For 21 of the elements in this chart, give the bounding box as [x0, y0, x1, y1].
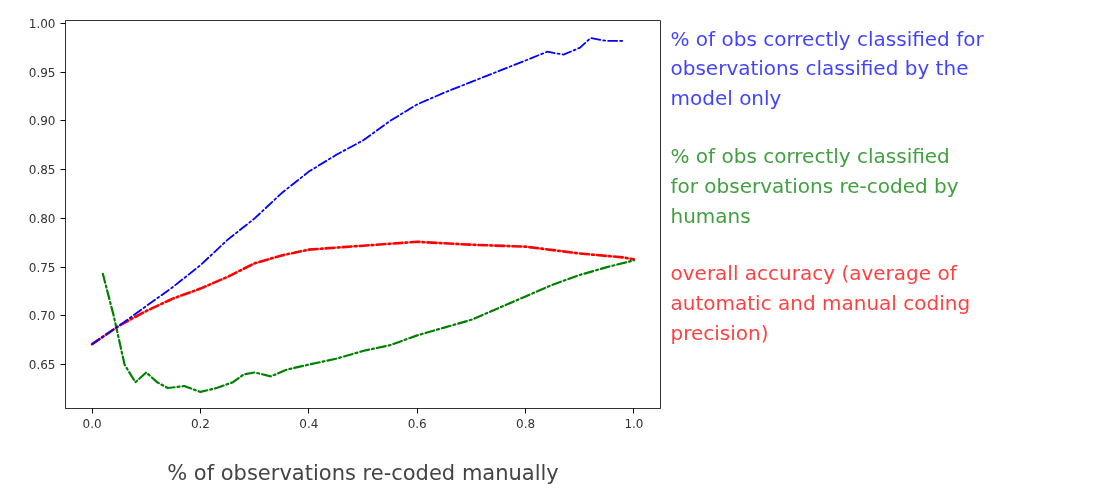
x-tick-label: 0.8 — [516, 416, 536, 431]
y-tick-label: 0.70 — [28, 309, 56, 324]
x-tick-label: 0.4 — [299, 416, 319, 431]
y-tick-label: 0.75 — [28, 260, 56, 275]
y-tick-label: 1.00 — [28, 16, 56, 31]
x-axis-title: % of observations re-coded manually — [167, 460, 559, 485]
line-series — [90, 240, 636, 346]
line-series — [91, 37, 625, 346]
line-series — [101, 259, 636, 394]
y-tick-label: 0.95 — [28, 65, 56, 80]
x-tick-label: 0.2 — [190, 416, 210, 431]
text: % of obs correctly classified for observations re-coded by humans — [670, 144, 959, 228]
x-tick-label: 1.0 — [624, 416, 644, 431]
x-tick-label: 0.0 — [82, 416, 102, 431]
y-tick-label: 0.80 — [28, 211, 56, 226]
x-tick-label: 0.6 — [407, 416, 427, 431]
y-tick-label: 0.90 — [28, 114, 56, 129]
text: % of obs correctly classified for observations classified by the model only — [670, 26, 985, 111]
y-tick-label: 0.65 — [28, 358, 56, 373]
series-label: overall accuracy (average of automatic and manual coding precision) — [670, 261, 971, 345]
y-tick-label: 0.85 — [28, 163, 56, 178]
